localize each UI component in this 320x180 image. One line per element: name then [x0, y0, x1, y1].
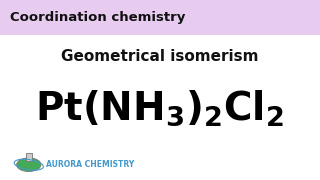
FancyBboxPatch shape — [26, 153, 32, 161]
Circle shape — [17, 158, 41, 172]
Text: Coordination chemistry: Coordination chemistry — [10, 11, 185, 24]
Text: $\mathbf{Pt(NH_3)_2Cl_2}$: $\mathbf{Pt(NH_3)_2Cl_2}$ — [36, 88, 284, 128]
Polygon shape — [0, 0, 320, 35]
Text: AURORA CHEMISTRY: AURORA CHEMISTRY — [46, 160, 135, 169]
Text: Geometrical isomerism: Geometrical isomerism — [61, 49, 259, 64]
